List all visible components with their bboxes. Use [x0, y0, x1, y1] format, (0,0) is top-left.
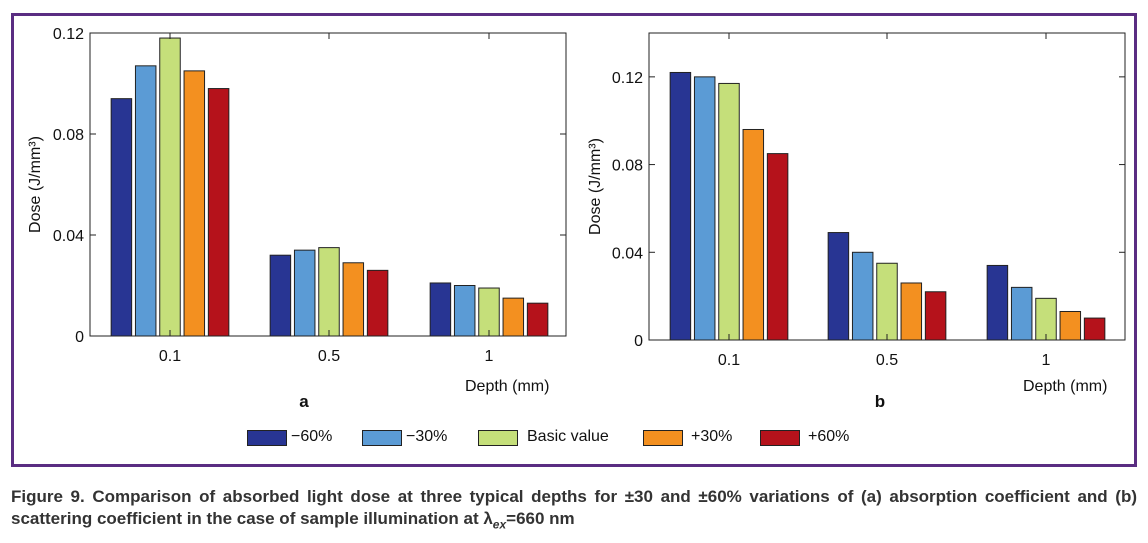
legend-label: +30%	[691, 428, 733, 445]
bar	[293, 249, 316, 337]
bar	[1083, 317, 1106, 341]
y-tick-label: 0.12	[612, 70, 643, 87]
legend-label: −30%	[406, 428, 448, 445]
bar	[478, 287, 500, 337]
x-tick-label: 1	[485, 348, 494, 365]
y-tick-label: 0.04	[53, 228, 84, 245]
y-tick-label: 0.04	[612, 245, 643, 262]
bar	[1059, 310, 1082, 341]
bar	[318, 247, 340, 337]
x-tick-label: 0.1	[718, 352, 740, 369]
x-tick-label: 0.1	[159, 348, 181, 365]
bar	[134, 65, 157, 337]
bar-charts: 0 0.04 0.08 0.12 0.1 0.5 1 Depth (mm) Dose (J/mm…	[27, 26, 1126, 411]
bar	[718, 82, 740, 341]
bar	[526, 302, 549, 337]
bar	[110, 98, 133, 337]
x-axis-label: Depth (mm)	[465, 378, 549, 395]
bar	[183, 70, 206, 337]
x-tick-label: 0.5	[318, 348, 340, 365]
bar	[269, 254, 292, 337]
bar	[502, 297, 525, 337]
bar	[924, 291, 947, 341]
caption-text: Figure 9. Comparison of absorbed light d…	[11, 487, 1137, 528]
bar	[453, 285, 476, 337]
figure-caption: Figure 9. Comparison of absorbed light d…	[11, 486, 1137, 535]
y-tick-label: 0	[634, 333, 643, 350]
bar	[342, 262, 365, 337]
x-tick-label: 1	[1042, 352, 1051, 369]
bar	[693, 76, 716, 341]
bar	[1035, 297, 1057, 341]
y-axis-label: Dose (J/mm³)	[587, 138, 604, 235]
legend-label: −60%	[291, 428, 333, 445]
bar	[429, 282, 452, 337]
bar	[159, 37, 181, 337]
legend-swatch	[478, 430, 518, 446]
legend-label: Basic value	[527, 428, 609, 445]
y-tick-label: 0.08	[53, 127, 84, 144]
panel-label: b	[875, 392, 885, 411]
bar	[366, 269, 389, 337]
bar	[986, 264, 1009, 341]
y-tick-label: 0.12	[53, 26, 84, 43]
bar	[827, 232, 850, 341]
x-axis-label: Depth (mm)	[1023, 378, 1107, 395]
figure-frame	[11, 13, 1137, 467]
panel-label: a	[299, 392, 309, 411]
bar	[851, 251, 874, 341]
y-tick-label: 0.08	[612, 158, 643, 175]
bar	[669, 71, 692, 341]
x-tick-label: 0.5	[876, 352, 898, 369]
legend-swatch	[247, 430, 287, 446]
y-axis-label: Dose (J/mm³)	[27, 136, 44, 233]
legend-label: +60%	[808, 428, 850, 445]
bar	[900, 282, 923, 341]
caption-subscript: ex	[492, 517, 507, 532]
y-tick-label: 0	[75, 329, 84, 346]
caption-suffix: =660 nm	[506, 509, 575, 528]
bar	[1010, 286, 1033, 341]
bar	[742, 128, 765, 341]
legend-swatch	[362, 430, 402, 446]
legend-swatch	[760, 430, 800, 446]
bar	[876, 262, 898, 341]
bar	[207, 88, 230, 337]
bar	[766, 153, 789, 341]
legend-swatch	[643, 430, 683, 446]
